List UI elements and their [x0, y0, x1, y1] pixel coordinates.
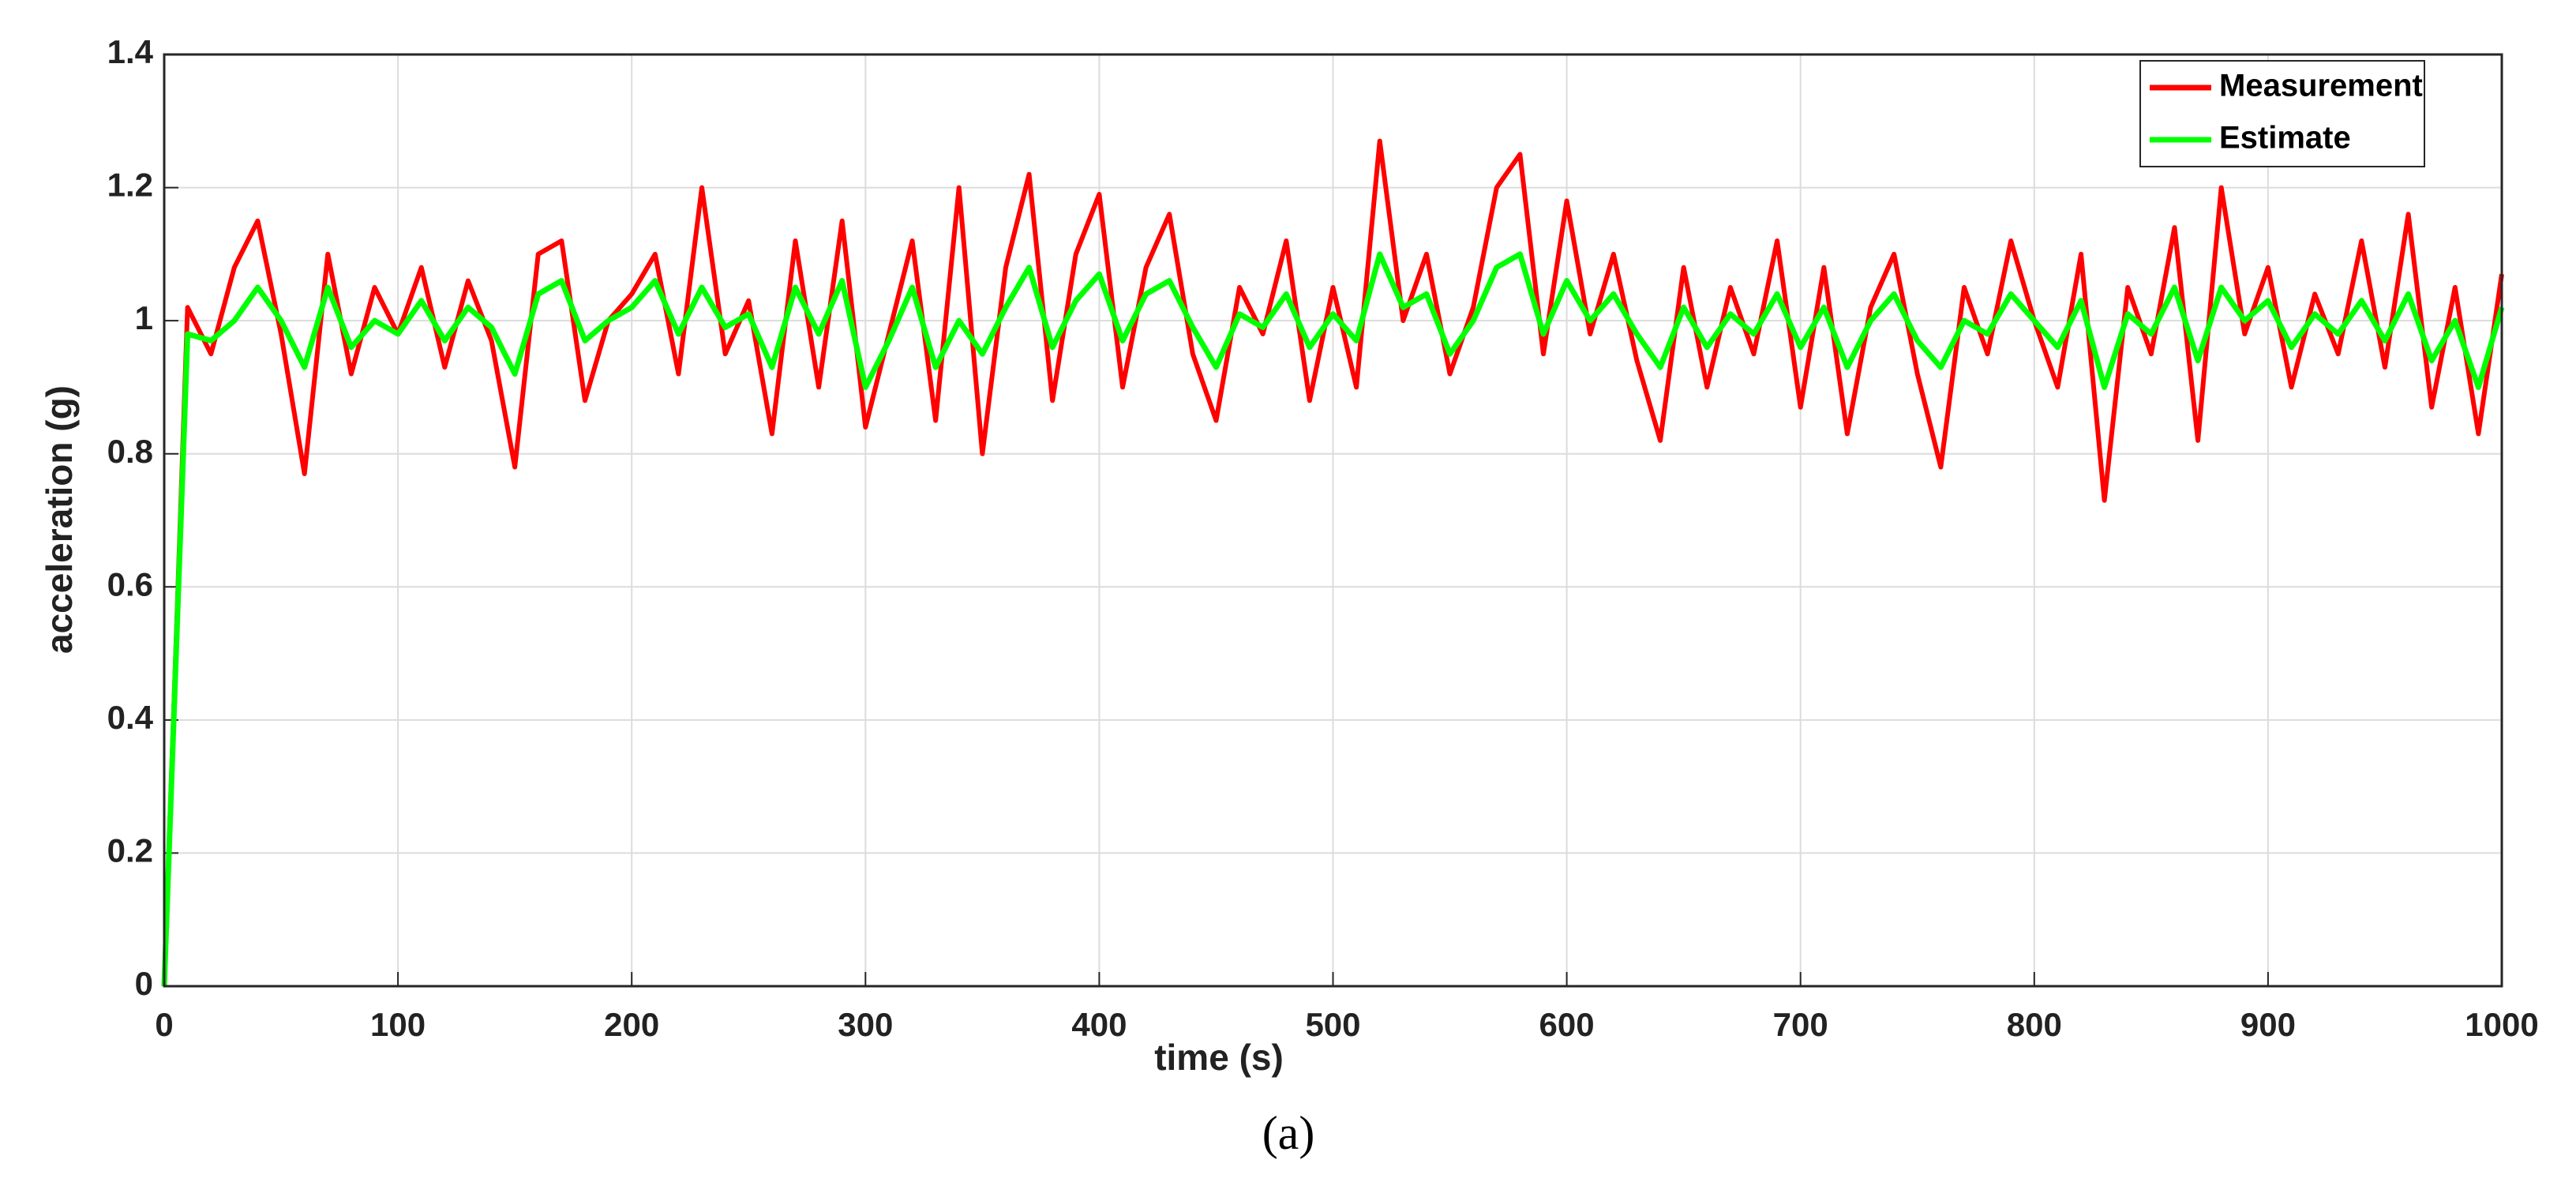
data-line [161, 251, 2505, 987]
data-line [162, 138, 2504, 987]
legend-label: Measurement [2219, 69, 2423, 103]
x-tick-label: 100 [370, 1006, 426, 1043]
x-tick-label: 700 [1773, 1006, 1828, 1043]
y-tick-label: 0.2 [107, 832, 153, 869]
x-tick-label: 600 [1539, 1006, 1595, 1043]
x-tick-label: 500 [1305, 1006, 1360, 1043]
axes-box [163, 53, 2503, 988]
y-tick-label: 1 [135, 299, 153, 336]
x-tick-label: 1000 [2465, 1006, 2538, 1043]
y-tick-label: 0.6 [107, 565, 153, 602]
y-axis-label: acceleration (g) [39, 385, 80, 654]
x-axis-label: time (s) [1154, 1037, 1284, 1078]
x-tick-label: 300 [838, 1006, 893, 1043]
legend-box [2139, 60, 2425, 167]
y-tick-label: 0 [135, 965, 153, 1002]
y-tick-label: 0.8 [107, 433, 153, 470]
x-tick-label: 400 [1071, 1006, 1127, 1043]
y-tick-label: 1.2 [107, 167, 153, 204]
legend-label: Estimate [2219, 121, 2351, 156]
x-tick-label: 900 [2240, 1006, 2296, 1043]
x-tick-label: 0 [155, 1006, 173, 1043]
x-tick-label: 200 [604, 1006, 659, 1043]
x-tick-label: 800 [2007, 1006, 2062, 1043]
caption: (a) [1262, 1107, 1315, 1159]
y-tick-label: 0.4 [107, 699, 154, 736]
y-tick-label: 1.4 [107, 33, 154, 70]
